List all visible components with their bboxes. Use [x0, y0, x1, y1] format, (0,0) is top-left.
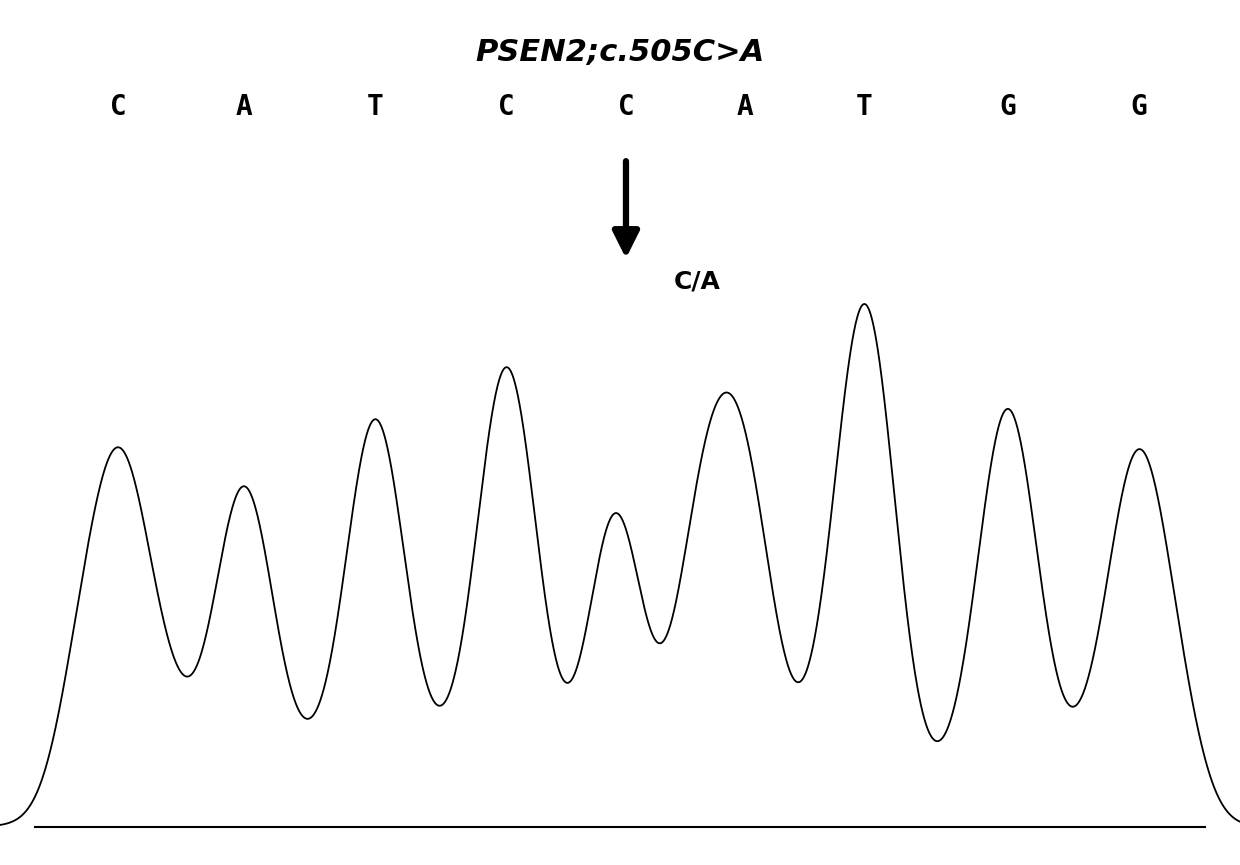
Text: T: T — [857, 93, 873, 121]
Text: PSEN2;c.505C>A: PSEN2;c.505C>A — [475, 38, 765, 67]
Text: C/A: C/A — [673, 270, 720, 294]
Text: C: C — [618, 93, 635, 121]
Text: A: A — [236, 93, 253, 121]
Text: C: C — [498, 93, 515, 121]
Text: G: G — [999, 93, 1016, 121]
Text: G: G — [1131, 93, 1147, 121]
Text: T: T — [367, 93, 383, 121]
Text: A: A — [737, 93, 754, 121]
Text: C: C — [110, 93, 128, 121]
